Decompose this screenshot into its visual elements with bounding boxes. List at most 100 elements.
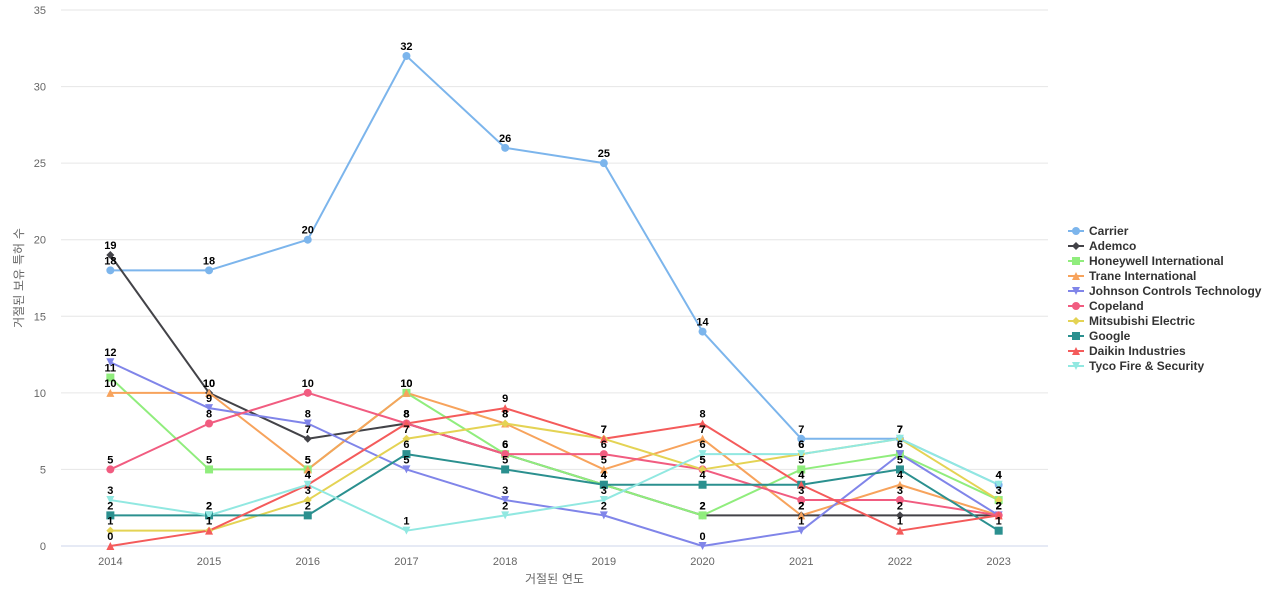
data-point-google[interactable]: [402, 450, 411, 459]
data-point-google[interactable]: [994, 526, 1003, 535]
data-point-tyco-fire-security[interactable]: [402, 526, 411, 535]
legend-item-trane-international[interactable]: Trane International: [1068, 269, 1196, 283]
data-point-carrier[interactable]: [501, 143, 510, 152]
series-line-copeland[interactable]: [109, 391, 999, 517]
data-point-honeywell-international[interactable]: [106, 373, 115, 382]
data-point-trane-international[interactable]: [205, 388, 214, 397]
data-point-carrier[interactable]: [797, 434, 806, 443]
data-point-daikin-industries[interactable]: [797, 480, 806, 489]
data-point-mitsubishi-electric[interactable]: [402, 434, 411, 443]
data-label-johnson-controls-technology: 1: [798, 516, 804, 528]
data-label-johnson-controls-technology: 12: [104, 347, 116, 359]
data-point-copeland[interactable]: [205, 419, 214, 428]
data-point-johnson-controls-technology[interactable]: [797, 526, 806, 535]
data-point-daikin-industries[interactable]: [895, 526, 904, 535]
data-point-carrier[interactable]: [303, 235, 312, 244]
series-line-honeywell-international[interactable]: [109, 376, 1000, 517]
data-point-carrier[interactable]: [599, 159, 608, 168]
data-point-carrier[interactable]: [106, 266, 115, 275]
data-point-carrier[interactable]: [205, 266, 214, 275]
data-point-johnson-controls-technology[interactable]: [205, 404, 214, 413]
legend-item-mitsubishi-electric[interactable]: Mitsubishi Electric: [1068, 314, 1195, 328]
data-point-ademco[interactable]: [895, 511, 904, 520]
data-point-copeland[interactable]: [599, 450, 608, 459]
data-point-tyco-fire-security[interactable]: [303, 480, 312, 489]
data-point-google[interactable]: [303, 511, 312, 520]
data-point-copeland[interactable]: [106, 465, 115, 474]
data-point-google[interactable]: [895, 465, 904, 474]
data-point-trane-international[interactable]: [303, 465, 312, 474]
data-point-ademco[interactable]: [106, 251, 115, 260]
data-point-tyco-fire-security[interactable]: [599, 496, 608, 505]
data-point-johnson-controls-technology[interactable]: [402, 465, 411, 474]
y-tick-label: 30: [34, 82, 46, 94]
data-point-daikin-industries[interactable]: [698, 419, 707, 428]
data-point-google[interactable]: [698, 480, 707, 489]
legend-item-johnson-controls-technology[interactable]: Johnson Controls Technology: [1068, 284, 1262, 298]
data-point-trane-international[interactable]: [402, 388, 411, 397]
legend-item-ademco[interactable]: Ademco: [1068, 239, 1136, 253]
x-tick-label: 2014: [98, 556, 122, 568]
data-point-daikin-industries[interactable]: [501, 404, 510, 413]
data-point-mitsubishi-electric[interactable]: [303, 496, 312, 505]
data-point-honeywell-international[interactable]: [205, 465, 214, 474]
data-point-copeland[interactable]: [895, 496, 904, 505]
data-point-tyco-fire-security[interactable]: [205, 511, 214, 520]
data-point-trane-international[interactable]: [106, 388, 115, 397]
data-point-daikin-industries[interactable]: [994, 511, 1003, 520]
legend-item-honeywell-international[interactable]: Honeywell International: [1068, 254, 1224, 268]
data-point-ademco[interactable]: [303, 434, 312, 443]
data-point-trane-international[interactable]: [895, 480, 904, 489]
legend-label: Johnson Controls Technology: [1089, 284, 1262, 298]
data-label-tyco-fire-security: 7: [897, 424, 903, 436]
series-line-daikin-industries[interactable]: [110, 407, 999, 547]
data-point-johnson-controls-technology[interactable]: [303, 419, 312, 428]
data-point-copeland[interactable]: [797, 496, 806, 505]
legend-item-tyco-fire-security[interactable]: Tyco Fire & Security: [1068, 359, 1204, 373]
data-point-honeywell-international[interactable]: [797, 465, 806, 474]
data-point-tyco-fire-security[interactable]: [106, 496, 115, 505]
data-point-carrier[interactable]: [698, 327, 707, 336]
data-point-daikin-industries[interactable]: [106, 542, 115, 550]
data-point-mitsubishi-electric[interactable]: [994, 496, 1003, 505]
legend-swatch-marker: [1072, 362, 1080, 370]
data-point-trane-international[interactable]: [797, 511, 806, 520]
legend-label: Ademco: [1089, 239, 1136, 253]
data-label-mitsubishi-electric: 3: [305, 485, 311, 497]
data-point-honeywell-international[interactable]: [698, 511, 707, 520]
data-point-tyco-fire-security[interactable]: [994, 480, 1003, 489]
series-line-google[interactable]: [110, 453, 1000, 532]
data-point-johnson-controls-technology[interactable]: [698, 542, 707, 550]
data-point-copeland[interactable]: [501, 450, 510, 459]
data-point-johnson-controls-technology[interactable]: [501, 496, 510, 505]
data-label-honeywell-international: 3: [996, 485, 1002, 497]
legend-item-daikin-industries[interactable]: Daikin Industries: [1068, 344, 1186, 358]
data-point-tyco-fire-security[interactable]: [698, 450, 707, 459]
data-label-mitsubishi-electric: 7: [897, 424, 903, 436]
legend-item-google[interactable]: Google: [1068, 329, 1131, 343]
data-point-copeland[interactable]: [303, 388, 312, 397]
data-point-daikin-industries[interactable]: [599, 434, 608, 443]
data-point-mitsubishi-electric[interactable]: [698, 465, 707, 474]
data-point-mitsubishi-electric[interactable]: [501, 419, 510, 428]
data-point-johnson-controls-technology[interactable]: [599, 511, 608, 520]
data-point-tyco-fire-security[interactable]: [501, 511, 510, 520]
data-point-google[interactable]: [599, 480, 608, 489]
legend-item-copeland[interactable]: Copeland: [1068, 299, 1144, 313]
data-point-mitsubishi-electric[interactable]: [106, 526, 115, 535]
series-line-carrier[interactable]: [110, 54, 1000, 486]
data-point-carrier[interactable]: [402, 51, 411, 60]
data-point-johnson-controls-technology[interactable]: [895, 450, 904, 459]
data-point-google[interactable]: [501, 465, 510, 474]
data-point-johnson-controls-technology[interactable]: [106, 358, 115, 367]
series-line-tyco-fire-security[interactable]: [110, 437, 1000, 532]
data-point-tyco-fire-security[interactable]: [797, 450, 806, 459]
legend-item-carrier[interactable]: Carrier: [1068, 224, 1129, 238]
data-point-google[interactable]: [106, 511, 115, 520]
data-point-tyco-fire-security[interactable]: [895, 434, 904, 443]
data-point-trane-international[interactable]: [599, 465, 608, 474]
data-label-honeywell-international: 4: [601, 470, 608, 482]
data-point-daikin-industries[interactable]: [205, 526, 214, 535]
data-point-daikin-industries[interactable]: [402, 419, 411, 428]
data-point-trane-international[interactable]: [698, 434, 707, 443]
